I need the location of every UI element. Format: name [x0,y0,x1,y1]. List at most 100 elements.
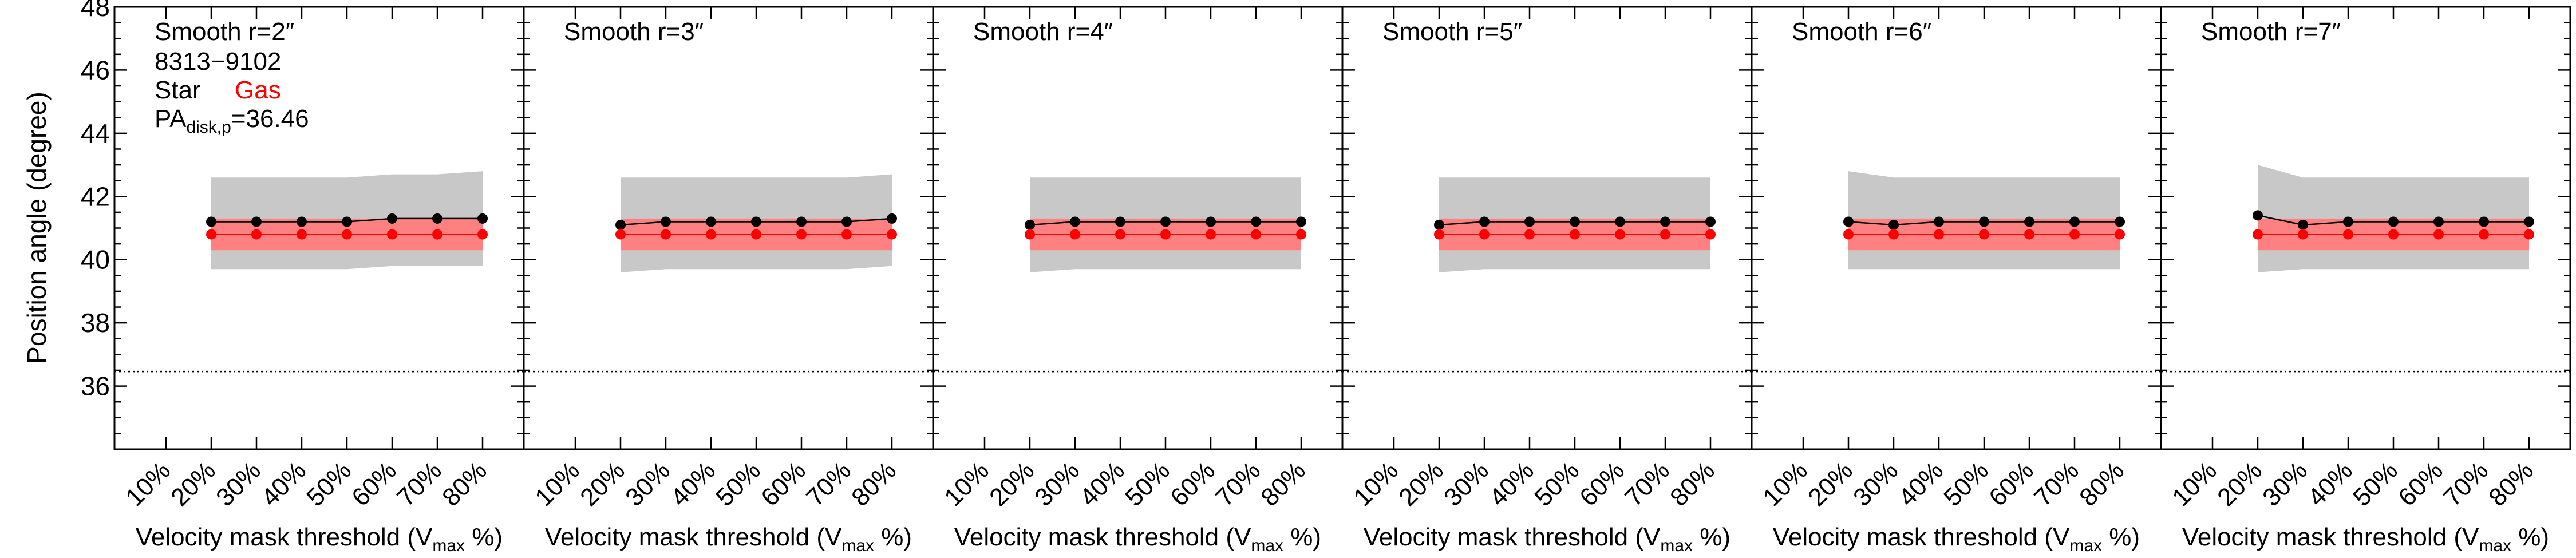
chart-panel: 10%20%30%40%50%60%70%80%Smooth r=6″Veloc… [1751,6,2162,555]
data-point-star [1434,219,1444,230]
data-point-star [1479,216,1490,227]
data-point-gas [2388,229,2399,240]
data-point-star [1979,216,1989,227]
data-point-gas [615,229,626,240]
data-point-star [387,213,397,224]
data-point-gas [2479,229,2489,240]
data-point-gas [432,229,442,240]
panel-title: Smooth r=5″ [1382,18,1522,46]
data-point-gas [1705,229,1716,240]
data-point-gas [1934,229,1944,240]
data-point-gas [2343,229,2353,240]
data-point-star [2298,219,2308,230]
data-point-gas [2298,229,2308,240]
x-axis-label: Velocity mask threshold (Vmax %) [1773,523,2140,555]
data-point-gas [1025,229,1035,240]
data-point-star [1025,219,1035,230]
data-point-gas [1070,229,1080,240]
data-point-gas [1251,229,1261,240]
data-point-star [477,213,488,224]
data-point-gas [2024,229,2034,240]
data-point-gas [661,229,671,240]
data-point-gas [206,229,216,240]
data-point-gas [1434,229,1444,240]
data-point-star [1660,216,1670,227]
data-point-gas [1479,229,1490,240]
data-point-star [432,213,442,224]
data-point-gas [841,229,852,240]
data-point-gas [251,229,262,240]
data-point-star [1705,216,1716,227]
y-tick-label: 48 [81,0,110,22]
data-point-gas [342,229,352,240]
y-tick-label: 44 [81,118,110,148]
data-point-star [2115,216,2125,227]
data-point-star [1251,216,1261,227]
data-point-gas [706,229,716,240]
data-point-gas [1524,229,1535,240]
panel-title: Smooth r=2″ [155,18,294,46]
data-point-gas [751,229,761,240]
data-point-star [2343,216,2353,227]
data-point-star [2524,216,2534,227]
panel-title: Smooth r=7″ [2201,18,2341,46]
data-point-gas [1570,229,1580,240]
y-axis-label: Position angle (degree) [22,92,52,364]
data-point-gas [1843,229,1854,240]
data-point-star [297,216,307,227]
y-tick-label: 40 [81,245,110,275]
data-point-star [1296,216,1306,227]
y-tick-label: 36 [81,371,110,401]
panels: 10%20%30%40%50%60%70%80%36384042444648Sm… [81,0,2571,555]
data-point-star [1206,216,1216,227]
data-point-gas [1615,229,1625,240]
data-point-gas [1979,229,1989,240]
panel-title: Smooth r=6″ [1792,18,1931,46]
panel-title: Smooth r=4″ [973,18,1113,46]
x-axis-label: Velocity mask threshold (Vmax %) [136,523,503,555]
legend-gas-label: Gas [235,76,281,104]
data-point-star [841,216,852,227]
data-point-star [1615,216,1625,227]
galaxy-id-label: 8313−9102 [155,48,281,76]
data-point-gas [2069,229,2080,240]
data-point-star [661,216,671,227]
data-point-star [796,216,807,227]
data-point-star [1888,219,1899,230]
data-point-gas [1115,229,1125,240]
data-point-star [887,213,897,224]
data-point-star [1843,216,1854,227]
data-point-star [1160,216,1171,227]
data-point-star [2388,216,2399,227]
data-point-star [251,216,262,227]
data-point-gas [1160,229,1171,240]
data-point-gas [1296,229,1306,240]
pa-disk-label: PAdisk,p=36.46 [155,105,309,137]
data-point-gas [2253,229,2263,240]
data-point-star [1524,216,1535,227]
panel-title: Smooth r=3″ [564,18,704,46]
data-point-gas [1206,229,1216,240]
data-point-star [2433,216,2444,227]
data-point-star [2024,216,2034,227]
data-point-star [1934,216,1944,227]
data-point-gas [387,229,397,240]
y-tick-label: 46 [81,55,110,85]
data-point-star [2253,210,2263,221]
x-axis-label: Velocity mask threshold (Vmax %) [1364,523,1730,555]
data-point-star [2479,216,2489,227]
x-axis-label: Velocity mask threshold (Vmax %) [545,523,912,555]
data-point-star [2069,216,2080,227]
data-point-gas [887,229,897,240]
data-point-star [206,216,216,227]
data-point-star [751,216,761,227]
data-point-gas [2433,229,2444,240]
data-point-star [1570,216,1580,227]
y-tick-label: 42 [81,181,110,211]
data-point-gas [796,229,807,240]
data-point-gas [1660,229,1670,240]
data-point-gas [297,229,307,240]
x-axis-label: Velocity mask threshold (Vmax %) [954,523,1321,555]
data-point-gas [1888,229,1899,240]
